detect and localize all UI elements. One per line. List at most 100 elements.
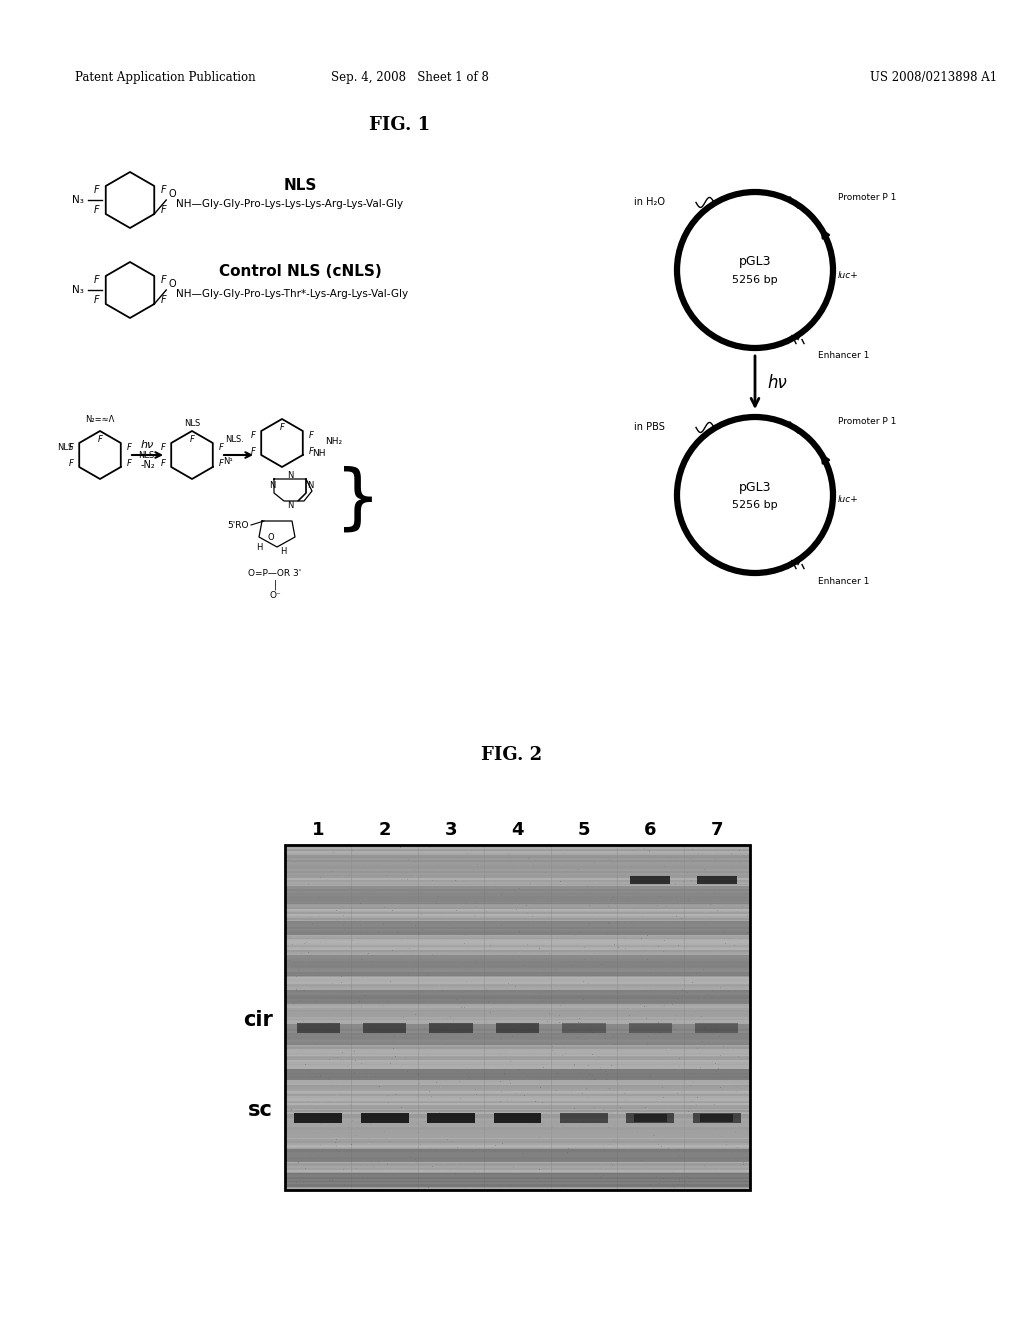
Text: O: O — [168, 189, 176, 199]
Text: pGL3: pGL3 — [738, 256, 771, 268]
Bar — [496, 1023, 539, 1032]
Bar — [693, 1113, 740, 1122]
Text: NH—Gly-Gly-Pro-Lys-Thr*-Lys-Arg-Lys-Val-Gly: NH—Gly-Gly-Pro-Lys-Thr*-Lys-Arg-Lys-Val-… — [176, 289, 409, 300]
Text: F: F — [309, 446, 313, 455]
Bar — [294, 1113, 342, 1122]
Text: US 2008/0213898 A1: US 2008/0213898 A1 — [870, 71, 997, 84]
Text: 4: 4 — [511, 821, 523, 840]
Bar — [285, 1148, 750, 1163]
Bar — [285, 1172, 750, 1187]
Text: Promoter P 1: Promoter P 1 — [838, 193, 896, 202]
Text: NH—Gly-Gly-Pro-Lys-Lys-Lys-Arg-Lys-Val-Gly: NH—Gly-Gly-Pro-Lys-Lys-Lys-Arg-Lys-Val-G… — [176, 199, 403, 209]
Text: F: F — [97, 434, 102, 444]
Bar — [631, 875, 671, 883]
Text: O=P—OR 3': O=P—OR 3' — [249, 569, 302, 578]
Bar — [427, 1113, 475, 1122]
Text: Sep. 4, 2008   Sheet 1 of 8: Sep. 4, 2008 Sheet 1 of 8 — [331, 71, 488, 84]
Text: NLS: NLS — [138, 450, 154, 459]
Text: NLS.: NLS. — [225, 434, 244, 444]
Text: H: H — [280, 546, 286, 556]
Text: hν: hν — [767, 374, 786, 392]
Bar — [285, 921, 750, 935]
Text: F: F — [219, 458, 223, 467]
Bar — [697, 875, 736, 883]
Bar — [285, 855, 750, 876]
Text: N₃: N₃ — [72, 285, 84, 294]
Bar — [494, 1113, 542, 1122]
Text: in PBS: in PBS — [634, 422, 665, 432]
Bar — [629, 1023, 672, 1032]
Text: Patent Application Publication: Patent Application Publication — [75, 71, 256, 84]
Text: 5: 5 — [578, 821, 590, 840]
Text: in H₂O: in H₂O — [634, 197, 665, 207]
Text: F: F — [160, 275, 166, 285]
Text: NLS: NLS — [184, 418, 200, 428]
Text: FIG. 2: FIG. 2 — [481, 746, 543, 764]
Text: F: F — [94, 275, 99, 285]
Text: FIG. 1: FIG. 1 — [370, 116, 430, 135]
Bar — [364, 1023, 407, 1032]
Text: N¹: N¹ — [223, 457, 232, 466]
Text: NLS: NLS — [284, 177, 316, 193]
Text: |: | — [273, 579, 276, 590]
Text: F: F — [94, 294, 99, 305]
Text: N₂=≈Λ: N₂=≈Λ — [85, 414, 115, 424]
Text: sc: sc — [248, 1100, 273, 1119]
Text: NH: NH — [311, 449, 326, 458]
Text: luc+: luc+ — [838, 271, 859, 280]
Text: 1: 1 — [312, 821, 325, 840]
Text: luc+: luc+ — [838, 495, 859, 504]
Text: F: F — [94, 185, 99, 195]
Text: F: F — [160, 294, 166, 305]
Bar — [285, 845, 750, 1191]
Text: 5256 bp: 5256 bp — [732, 500, 778, 510]
Text: 5'RO: 5'RO — [227, 520, 249, 529]
Bar — [285, 1114, 750, 1138]
Text: O⁻: O⁻ — [269, 590, 281, 599]
Text: F: F — [189, 434, 195, 444]
Text: N: N — [287, 470, 293, 479]
Bar — [285, 1024, 750, 1045]
Bar — [700, 1114, 733, 1122]
Text: -N₂: -N₂ — [140, 459, 155, 470]
Bar — [285, 990, 750, 1003]
Bar — [285, 845, 750, 1191]
Text: F: F — [161, 442, 165, 451]
Bar — [285, 1069, 750, 1080]
Text: hν: hν — [141, 440, 155, 450]
Text: N₃: N₃ — [72, 195, 84, 205]
Text: F: F — [69, 442, 73, 451]
Text: N: N — [269, 480, 275, 490]
Text: 7: 7 — [711, 821, 723, 840]
Text: Promoter P 1: Promoter P 1 — [838, 417, 896, 426]
Text: cir: cir — [243, 1010, 273, 1030]
Bar — [562, 1023, 605, 1032]
Text: F: F — [219, 442, 223, 451]
Text: 2: 2 — [379, 821, 391, 840]
Text: 3: 3 — [444, 821, 458, 840]
Bar — [429, 1023, 473, 1032]
Text: NH₂: NH₂ — [325, 437, 342, 446]
Text: F: F — [69, 458, 73, 467]
Text: N: N — [307, 480, 313, 490]
Text: Control NLS (cNLS): Control NLS (cNLS) — [219, 264, 381, 280]
Text: N: N — [287, 500, 293, 510]
Text: 5256 bp: 5256 bp — [732, 275, 778, 285]
Text: F: F — [160, 185, 166, 195]
Bar — [560, 1113, 608, 1122]
Text: }: } — [335, 466, 381, 535]
Text: F: F — [161, 458, 165, 467]
Text: NLS: NLS — [57, 444, 74, 453]
Text: F: F — [250, 430, 255, 440]
Text: F: F — [250, 446, 255, 455]
Text: pGL3: pGL3 — [738, 480, 771, 494]
Text: 6: 6 — [644, 821, 656, 840]
Text: F: F — [160, 205, 166, 215]
Text: H: H — [256, 543, 262, 552]
Text: Enhancer 1: Enhancer 1 — [818, 577, 869, 586]
Bar — [285, 887, 750, 904]
Bar — [627, 1113, 674, 1122]
Bar — [695, 1023, 738, 1032]
Text: F: F — [309, 430, 313, 440]
Bar — [285, 956, 750, 975]
